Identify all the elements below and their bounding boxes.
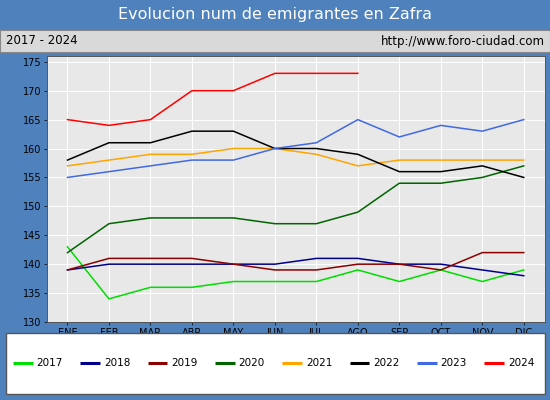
Text: 2018: 2018 xyxy=(104,358,130,368)
Text: 2017 - 2024: 2017 - 2024 xyxy=(6,34,77,48)
Text: Evolucion num de emigrantes en Zafra: Evolucion num de emigrantes en Zafra xyxy=(118,8,432,22)
FancyBboxPatch shape xyxy=(6,333,544,394)
Text: http://www.foro-ciudad.com: http://www.foro-ciudad.com xyxy=(381,34,544,48)
Text: 2020: 2020 xyxy=(239,358,265,368)
Text: 2023: 2023 xyxy=(441,358,467,368)
Text: 2017: 2017 xyxy=(36,358,63,368)
Text: 2021: 2021 xyxy=(306,358,332,368)
Text: 2022: 2022 xyxy=(373,358,400,368)
Text: 2019: 2019 xyxy=(171,358,197,368)
Text: 2024: 2024 xyxy=(508,358,535,368)
